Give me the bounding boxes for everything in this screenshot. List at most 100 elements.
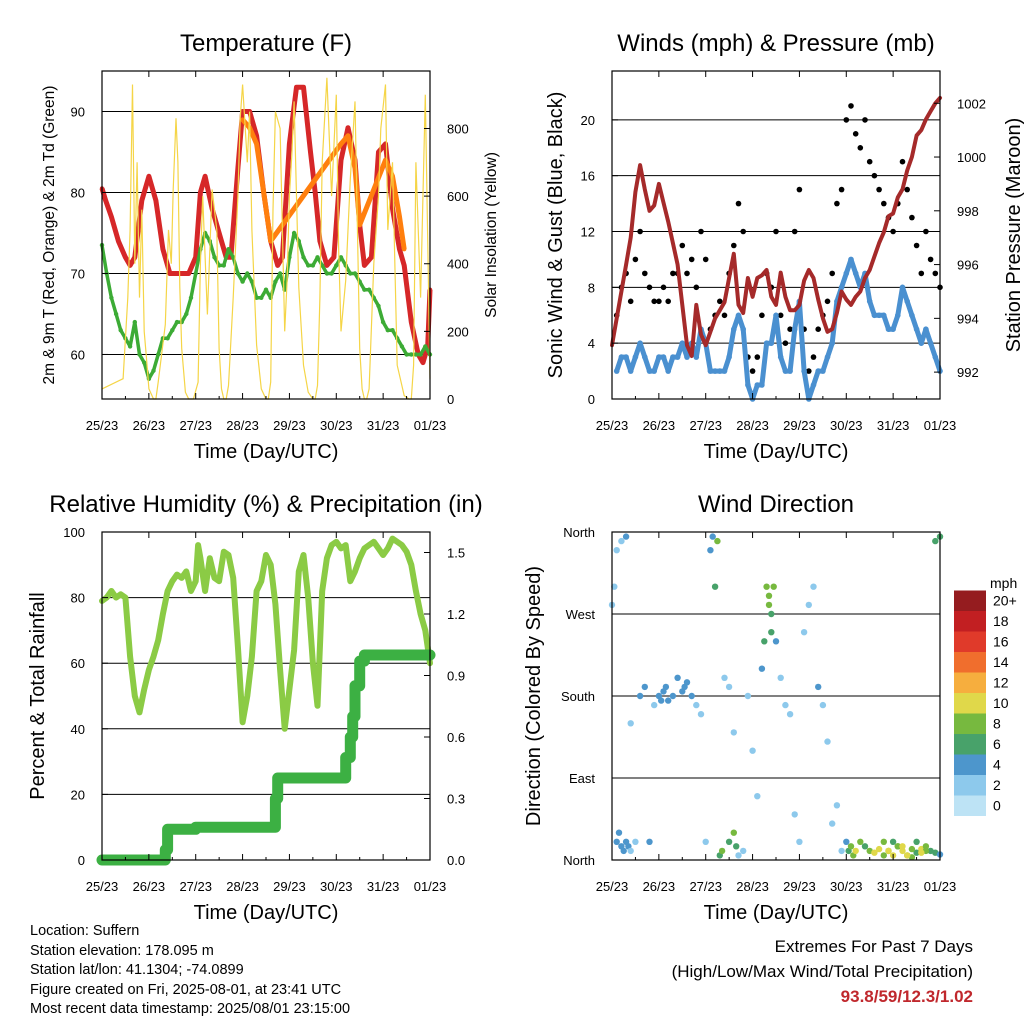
y-axis-label: Sonic Wind & Gust (Blue, Black) — [545, 92, 567, 379]
gust-point — [932, 270, 939, 277]
dewpoint-point — [179, 319, 184, 325]
dewpoint-point — [249, 279, 255, 284]
wind-point — [885, 326, 892, 333]
direction-point — [749, 747, 756, 754]
wind-point — [763, 340, 770, 347]
dewpoint-point — [273, 279, 278, 284]
direction-point — [711, 583, 719, 590]
wind-point — [824, 354, 831, 360]
direction-point — [889, 838, 897, 845]
wind-point — [927, 340, 934, 347]
legend-swatch — [954, 611, 986, 632]
direction-point — [674, 674, 681, 681]
wind-point — [871, 312, 878, 319]
direction-point — [641, 683, 648, 691]
gust-point — [904, 186, 910, 193]
direction-point — [819, 701, 827, 709]
direction-point — [622, 533, 630, 540]
dewpoint-point — [235, 271, 241, 276]
dewpoint-point — [409, 352, 414, 357]
direction-point — [665, 697, 672, 704]
legend-label: 10 — [993, 695, 1009, 711]
gust-point — [806, 368, 812, 374]
wind-point — [881, 312, 887, 319]
series-pressure — [610, 95, 942, 358]
legend-swatch — [954, 754, 986, 775]
gust-point — [829, 270, 835, 277]
dewpoint-point — [146, 376, 152, 381]
wind-point — [665, 368, 671, 374]
dewpoint-point — [338, 255, 344, 260]
wind-point — [759, 382, 765, 388]
dewpoint-point — [376, 303, 381, 309]
legend-swatch — [954, 590, 986, 611]
direction-point — [707, 547, 714, 554]
gust-point — [670, 270, 676, 277]
y-tick-label: 60 — [71, 656, 85, 671]
dewpoint-point — [231, 255, 236, 260]
temp2m-point — [153, 198, 159, 203]
x-tick-label: 27/23 — [689, 879, 722, 894]
wind-point — [613, 368, 620, 374]
gust-point — [852, 131, 859, 137]
direction-point — [709, 533, 716, 540]
dewpoint-point — [390, 328, 395, 333]
y-tick-label: 40 — [71, 722, 85, 737]
y-tick-label: 20 — [581, 113, 595, 128]
wind-point — [637, 340, 643, 347]
dewpoint-point — [226, 247, 231, 252]
y-tick-label: North — [563, 525, 595, 540]
x-tick-label: 26/23 — [133, 879, 166, 894]
wind-point — [815, 368, 821, 374]
direction-point — [658, 697, 665, 704]
gust-point — [735, 200, 742, 207]
wind-point — [923, 326, 929, 333]
gust-point — [890, 228, 896, 235]
direction-point — [651, 701, 658, 709]
wind-point — [791, 326, 798, 333]
wind-point — [899, 284, 906, 291]
y-tick-label: 12 — [581, 225, 595, 240]
direction-point — [824, 738, 831, 745]
gust-point — [843, 117, 850, 123]
wind-point — [660, 354, 667, 360]
direction-point — [669, 692, 677, 700]
temp2m-point — [198, 190, 203, 195]
x-tick-label: 31/23 — [367, 879, 400, 894]
temp9m-point — [345, 133, 351, 138]
panel-1: 25/23 26/23 27/23 28/23 29/23 30/23 31/23 01/23… — [41, 30, 500, 463]
direction-point — [765, 601, 773, 609]
series-wind — [613, 256, 943, 402]
temp2m-point — [116, 238, 121, 244]
speed-legend: mph 0 2 4 6 8 10 12 14 16 18 20+ — [954, 575, 1017, 816]
gust-point — [777, 312, 784, 319]
wind-point — [890, 326, 896, 333]
gust-point — [731, 242, 737, 249]
gust-point — [815, 326, 821, 333]
y-right-tick-label: 1002 — [957, 96, 986, 111]
dewpoint-point — [132, 319, 137, 325]
gust-point — [824, 298, 831, 305]
direction-point — [730, 829, 737, 836]
chart-title: Winds (mph) & Pressure (mb) — [617, 30, 934, 57]
temp9m-point — [357, 222, 362, 228]
dewpoint-point — [142, 360, 147, 365]
wind-point — [745, 382, 751, 388]
gust-point — [876, 186, 882, 193]
wind-point — [801, 368, 807, 374]
x-axis-label: Time (Day/UTC) — [704, 441, 849, 463]
x-axis-label: Time (Day/UTC) — [704, 902, 849, 924]
gust-point — [721, 312, 728, 319]
temp9m-point — [240, 117, 245, 122]
x-tick-label: 30/23 — [320, 418, 353, 433]
direction-point — [918, 849, 925, 856]
dewpoint-point — [306, 263, 311, 268]
temp2m-point — [275, 263, 280, 268]
direction-point — [725, 838, 733, 845]
dewpoint-point — [343, 263, 348, 268]
x-tick-label: 28/23 — [736, 879, 769, 894]
wind-point — [679, 340, 686, 347]
x-tick-label: 01/23 — [924, 418, 957, 433]
gust-point — [740, 228, 746, 235]
wind-point — [810, 382, 817, 388]
